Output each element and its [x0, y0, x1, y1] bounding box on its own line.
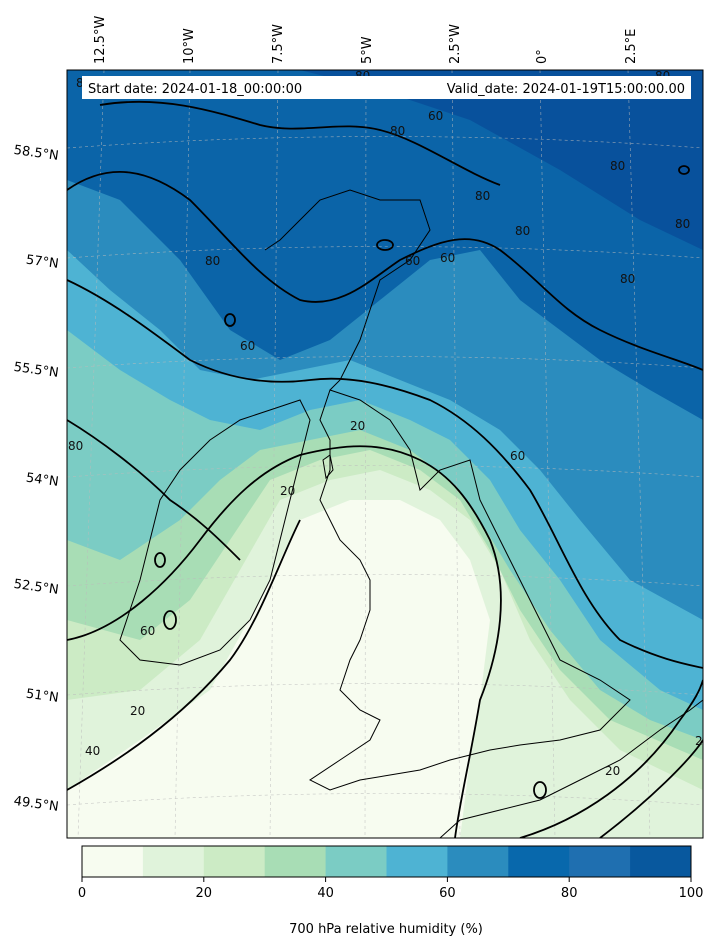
colorbar-swatch — [386, 846, 448, 877]
lat-label: 49.5°N — [13, 794, 60, 815]
contour-label: 80 — [675, 217, 690, 231]
colorbar-tick-label: 40 — [317, 886, 334, 901]
colorbar: 0 20 40 60 80 100 700 hPa relative humidity (… — [78, 845, 704, 937]
colorbar-tick-label: 60 — [439, 886, 456, 901]
contour-label: 80 — [390, 124, 405, 138]
lon-label: 5°W — [360, 36, 375, 64]
coastline-france — [439, 699, 703, 838]
lon-label: 12.5°W — [93, 16, 108, 64]
contour-label: 80 — [205, 254, 220, 268]
contour-label: 60 — [405, 254, 420, 268]
colorbar-swatch — [264, 846, 327, 877]
contour-label: 80 — [610, 159, 625, 173]
coastline-isle-of-man — [322, 454, 334, 480]
contour-label: 80 — [620, 272, 635, 286]
latitude-labels: 58.5°N 57°N 55.5°N 54°N 52.5°N 51°N 49.5… — [13, 143, 60, 815]
colorbar-tick-label: 100 — [679, 886, 704, 901]
contour-label: 40 — [85, 744, 100, 758]
contour-label: 20 — [695, 734, 710, 748]
contour-label: 80 — [515, 224, 530, 238]
humidity-field-saturated-band — [300, 70, 703, 250]
lat-label: 55.5°N — [13, 360, 60, 381]
colorbar-swatches — [82, 846, 692, 877]
lat-label: 54°N — [25, 471, 60, 490]
coastlines — [119, 189, 703, 838]
colorbar-swatch — [82, 846, 144, 877]
coastline-scotland — [264, 189, 431, 391]
longitude-labels: 12.5°W 10°W 7.5°W 5°W 2.5°W 0° 2.5°E — [93, 16, 639, 64]
lon-label: 10°W — [182, 28, 197, 64]
lat-label: 52.5°N — [13, 577, 60, 598]
contour-label: 60 — [510, 449, 525, 463]
colorbar-label: 700 hPa relative humidity (%) — [289, 922, 483, 937]
contour-label: 60 — [140, 624, 155, 638]
contour-label: 60 — [428, 109, 443, 123]
lon-label: 2.5°W — [448, 24, 463, 64]
colorbar-swatch — [325, 846, 387, 877]
colorbar-swatch — [569, 846, 631, 877]
valid-date-text: Valid_date: 2024-01-19T15:00:00.00 — [447, 82, 685, 97]
lon-label: 2.5°E — [624, 29, 639, 64]
date-header: Start date: 2024-01-18_00:00:00 Valid_da… — [82, 76, 691, 99]
contour-label: 60 — [440, 251, 455, 265]
colorbar-swatch — [508, 846, 570, 877]
colorbar-tick-label: 20 — [196, 886, 213, 901]
contour-label: 80 — [475, 189, 490, 203]
colorbar-swatch — [203, 846, 266, 877]
colorbar-swatch — [630, 846, 692, 877]
colorbar-swatch — [142, 846, 205, 877]
lat-label: 58.5°N — [13, 143, 60, 164]
contour-label: 60 — [240, 339, 255, 353]
map-panel: 80 80 60 80 80 80 80 80 60 60 60 80 80 2… — [67, 70, 710, 838]
coastline-ireland — [119, 399, 311, 666]
contour-label: 20 — [280, 484, 295, 498]
lon-label: 7.5°W — [271, 24, 286, 64]
lat-label: 51°N — [25, 687, 60, 706]
coastline-britain — [309, 389, 631, 791]
colorbar-tick-label: 0 — [78, 886, 86, 901]
lon-label: 0° — [535, 49, 550, 64]
date-header-box — [82, 76, 691, 99]
lat-label: 57°N — [25, 253, 60, 272]
contour-label: 80 — [68, 439, 83, 453]
colorbar-swatch — [447, 846, 509, 877]
start-date-text: Start date: 2024-01-18_00:00:00 — [88, 82, 302, 97]
contour-label: 20 — [130, 704, 145, 718]
contour-label: 20 — [605, 764, 620, 778]
colorbar-border — [81, 845, 692, 878]
contour-label: 20 — [350, 419, 365, 433]
colorbar-tick-label: 80 — [561, 886, 578, 901]
contour-lines — [67, 100, 703, 838]
humidity-field-dry — [67, 500, 490, 838]
colorbar-ticks: 0 20 40 60 80 100 — [78, 877, 704, 901]
map-border — [66, 69, 704, 839]
